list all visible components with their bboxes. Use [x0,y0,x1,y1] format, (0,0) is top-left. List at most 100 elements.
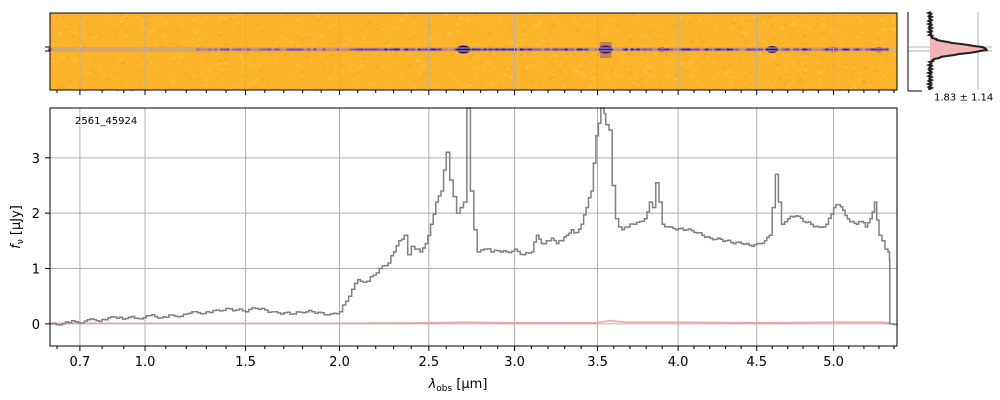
noise-pixel [588,87,592,90]
noise-pixel [645,58,649,61]
noise-pixel [649,66,653,69]
x-axis-label-units: [μm] [452,377,487,392]
noise-pixel [614,30,618,33]
noise-pixel [498,27,502,30]
noise-pixel [441,77,445,80]
noise-pixel [846,17,850,20]
trace-pixel [235,48,239,51]
noise-pixel [473,67,476,70]
noise-pixel [376,28,380,31]
trace-pixel [544,48,548,51]
noise-pixel [744,42,748,44]
trace-pixel [841,48,845,51]
noise-pixel [803,72,807,75]
noise-pixel [284,74,288,77]
noise-pixel [878,78,882,80]
noise-pixel [235,25,239,28]
x-axis-label-main: λ [428,377,437,392]
noise-pixel [691,40,695,43]
trace-pixel [208,48,212,51]
noise-pixel [631,13,635,16]
noise-pixel [511,34,515,37]
noise-pixel [702,40,706,43]
noise-pixel [659,24,663,27]
noise-pixel [464,13,468,16]
noise-pixel [566,37,570,40]
trace-pixel [436,48,440,51]
trace-dark-pixel [519,48,523,51]
noise-pixel [102,74,106,77]
trace-pixel [622,48,626,51]
noise-pixel [254,43,258,46]
noise-pixel [466,75,470,78]
noise-pixel [801,56,805,58]
noise-pixel [864,67,868,70]
noise-pixel [198,38,202,41]
x-tick-label: 3.0 [504,355,525,370]
noise-pixel [172,82,176,85]
noise-pixel [322,65,326,68]
noise-pixel [679,17,683,20]
trace-dark-pixel [483,48,487,51]
noise-pixel [82,34,86,37]
trace-pixel [301,48,305,51]
trace-pixel [370,48,374,51]
trace-pixel [487,48,491,51]
noise-pixel [712,17,716,20]
noise-pixel [893,54,897,57]
noise-pixel [370,83,374,86]
noise-pixel [101,82,105,85]
trace-dark-pixel [843,48,847,51]
noise-pixel [412,35,416,38]
noise-pixel [472,56,476,59]
noise-pixel [499,36,503,39]
noise-pixel [196,44,200,47]
noise-pixel [286,29,290,32]
noise-pixel [74,58,78,61]
noise-pixel [803,69,807,72]
noise-pixel [862,14,866,17]
trace-pixel [205,48,209,51]
noise-pixel [311,21,315,24]
noise-pixel [310,17,314,20]
noise-pixel [620,60,624,63]
noise-pixel [394,55,398,58]
noise-pixel [138,83,142,86]
trace-dark-pixel [555,48,559,51]
spectrum-1d-frame [49,107,898,347]
noise-pixel [858,55,862,58]
trace-pixel [481,48,485,51]
noise-pixel [680,36,684,38]
trace-pixel [808,48,812,51]
noise-pixel [807,27,811,29]
trace-pixel [820,48,824,51]
noise-pixel [737,58,741,61]
noise-pixel [219,34,223,37]
noise-pixel [790,33,793,36]
noise-pixel [850,69,854,72]
noise-pixel [809,76,813,79]
y-tick-label: 3 [32,152,40,167]
noise-pixel [844,57,848,59]
noise-pixel [818,65,822,68]
spectrum-1d-flux-line [50,107,898,326]
noise-pixel [844,66,848,69]
noise-pixel [800,24,803,26]
noise-pixel [72,31,76,33]
noise-pixel [235,22,239,25]
noise-pixel [426,25,430,28]
trace-pixel [634,48,638,51]
trace-dark-pixel [726,48,730,51]
noise-pixel [640,84,644,87]
trace-pixel [574,48,578,51]
noise-pixel [761,40,765,43]
noise-pixel [399,51,403,54]
noise-pixel [491,82,494,85]
noise-pixel [536,42,539,45]
noise-pixel [701,85,705,88]
noise-pixel [249,63,253,66]
noise-pixel [456,15,459,18]
noise-pixel [115,44,119,47]
noise-pixel [794,23,798,26]
noise-pixel [674,75,678,78]
